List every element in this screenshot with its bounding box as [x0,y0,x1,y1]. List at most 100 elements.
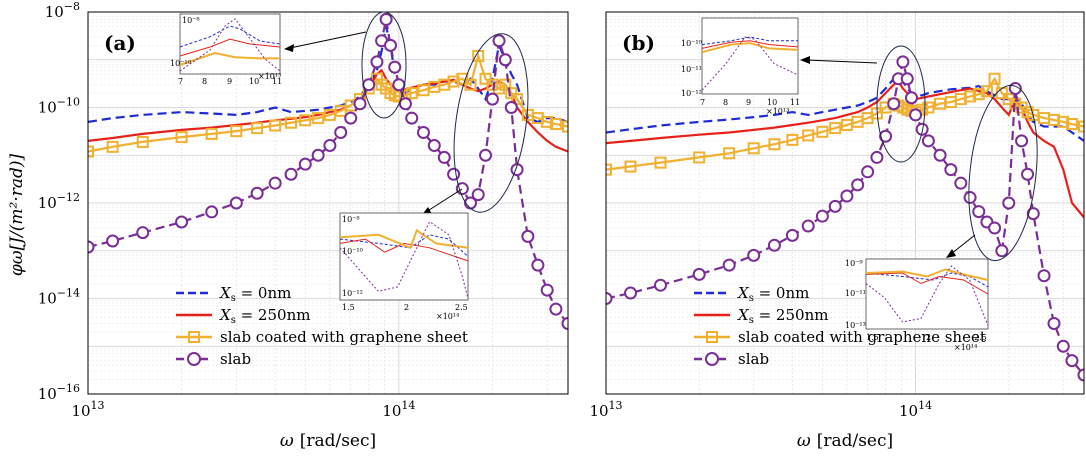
slab-marker [963,191,977,205]
slab-marker [815,209,829,223]
slab-marker [175,215,189,229]
slab-marker [498,53,512,67]
slab-marker [915,122,929,136]
inset-b2-xtick-2: 2.5 [974,333,987,342]
slab-marker [747,248,761,262]
graphene-marker [606,163,612,176]
panel-a-x-ticks: 1013 1014 [71,399,415,420]
slab-marker [392,78,406,92]
inset-b2-exp: ×10¹⁴ [954,343,977,352]
slab-marker [722,258,736,272]
inset-line-2 [701,42,799,54]
legend-a-item-3: slab [176,350,251,368]
panel-a-label: (a) [104,31,136,55]
y-tick-label: 10−12 [38,191,80,212]
graphene-marker [768,138,781,151]
legend-b-item-2: slab coated with graphene sheet [694,328,986,346]
inset-a1-xtick-1: 8 [202,77,207,86]
slab-marker [1077,368,1084,382]
graphene-marker [654,156,667,169]
legend-b-item-1: Xs = 250nm [694,306,828,326]
graphene-marker [816,125,829,138]
graphene-marker [106,140,119,153]
slab-marker [879,129,893,143]
slab-marker [353,97,367,111]
inset-b1-ytick-1: 10⁻¹¹ [681,65,702,74]
slab-marker [344,111,358,125]
graphene-marker [299,114,312,127]
slab-marker [427,139,441,153]
slab-marker [311,148,325,162]
slab-marker [1047,316,1061,330]
inset-line-1 [179,38,281,57]
slab-marker [1026,207,1040,221]
x-tick-label: 1013 [71,399,104,420]
slab-marker [531,258,545,272]
slab-marker [384,38,398,52]
slab-marker [767,238,781,252]
svg-text:slab coated with graphene shee: slab coated with graphene sheet [220,328,468,346]
inset-a1-xtick-2: 9 [227,77,232,86]
inset-b2-ytick-1: 10⁻¹¹ [845,289,866,298]
panel-a-ellipse-2 [453,33,529,213]
panel-b-ellipse-2 [968,84,1038,262]
slab-marker [887,97,901,111]
slab-marker [549,302,563,316]
slab-marker [455,182,469,196]
slab-marker [933,148,947,162]
slab-marker [561,316,568,330]
svg-text:Xs = 250nm: Xs = 250nm [219,306,310,326]
inset-b1-xtick-3: 10 [767,98,777,107]
slab-marker [250,186,264,200]
inset-line-2 [179,51,280,66]
inset-a1-exp: ×10¹³ [258,72,281,81]
inset-b2-xtick-0: 1.5 [866,333,879,342]
inset-a2-ytick-2: 10⁻¹² [342,289,363,298]
graphene-marker [230,125,243,138]
slab-marker [540,283,554,297]
panel-b-arrow-2 [946,234,976,258]
graphene-marker [829,122,842,135]
panel-a-arrow-1 [284,31,367,52]
slab-marker [416,125,430,139]
inset-line-3 [179,18,281,72]
svg-text:Xs = 250nm: Xs = 250nm [737,306,828,326]
slab-marker [388,60,402,74]
inset-line-1 [701,40,799,49]
panel-a: 10−8 10−10 10−12 10−14 10−16 1013 1014 (a) 10… [7,0,569,451]
slab-marker [229,196,243,210]
graphene-marker [802,129,815,142]
panel-a-y-ticks: 10−8 10−10 10−12 10−14 10−16 [38,0,80,403]
graphene-marker [988,72,1001,85]
y-tick-label: 10−10 [38,96,80,117]
y-tick-label: 10−14 [38,287,80,308]
slab-marker [692,267,706,281]
slab-marker [323,139,337,153]
inset-a2-xtick-1: 2 [404,303,409,312]
graphene-marker [964,90,977,103]
series-line-2 [88,52,568,153]
slab-marker [954,176,968,190]
svg-text:Xs = 0nm: Xs = 0nm [737,284,809,304]
slab-marker [861,165,875,179]
graphene-marker [405,87,418,100]
graphene-marker [1009,97,1022,110]
panel-a-grid [87,12,568,395]
inset-b1-xtick-4: 11 [790,98,800,107]
graphene-marker [624,160,637,173]
panel-b-x-axis-label: ω [rad/sec] [797,431,893,451]
slab-marker [268,176,282,190]
graphene-marker [1078,120,1084,133]
slab-marker [205,205,219,219]
slab-marker [606,292,613,305]
slab-marker [624,286,638,300]
slab-marker [379,12,393,26]
slab-marker [298,157,312,171]
slab-marker [900,72,914,86]
inset-b1-exp: ×10¹³ [766,107,789,116]
inset-line-2 [339,228,469,250]
legend-a-item-2: slab coated with graphene sheet [176,328,468,346]
graphene-marker [693,151,706,164]
graphene-marker [88,145,94,158]
